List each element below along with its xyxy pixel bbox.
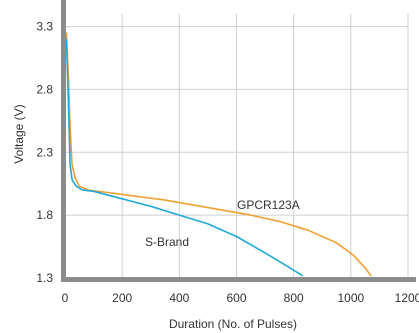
series-label-s-brand: S-Brand <box>145 235 189 249</box>
grid <box>65 14 409 278</box>
series-line-gpcr123a <box>65 32 372 277</box>
x-tick-label: 200 <box>112 291 132 305</box>
x-tick-label: 600 <box>226 291 246 305</box>
y-tick-label: 1.3 <box>36 271 53 285</box>
x-axis-title: Duration (No. of Pulses) <box>169 317 297 331</box>
y-tick-label: 3.3 <box>36 20 53 34</box>
x-axis-line <box>61 277 416 282</box>
y-tick-label: 1.8 <box>36 208 53 222</box>
series-label-gpcr123a: GPCR123A <box>237 198 300 212</box>
x-tick-label: 1200 <box>395 291 419 305</box>
x-tick-label: 400 <box>169 291 189 305</box>
y-axis-line <box>61 0 66 281</box>
axes: 0 200 400 600 800 1000 1200 1.3 1.8 2.3 2.8 3.3 <box>36 0 419 305</box>
x-tick-label: 1000 <box>337 291 364 305</box>
x-tick-label: 0 <box>62 291 69 305</box>
y-tick-label: 2.3 <box>36 145 53 159</box>
x-tick-label: 800 <box>284 291 304 305</box>
y-axis-title: Voltage (V) <box>12 104 26 163</box>
series-lines <box>65 32 372 277</box>
labels: GPCR123A S-Brand Duration (No. of Pulses… <box>12 104 300 331</box>
series-line-s-brand <box>65 38 304 277</box>
y-tick-label: 2.8 <box>36 82 53 96</box>
